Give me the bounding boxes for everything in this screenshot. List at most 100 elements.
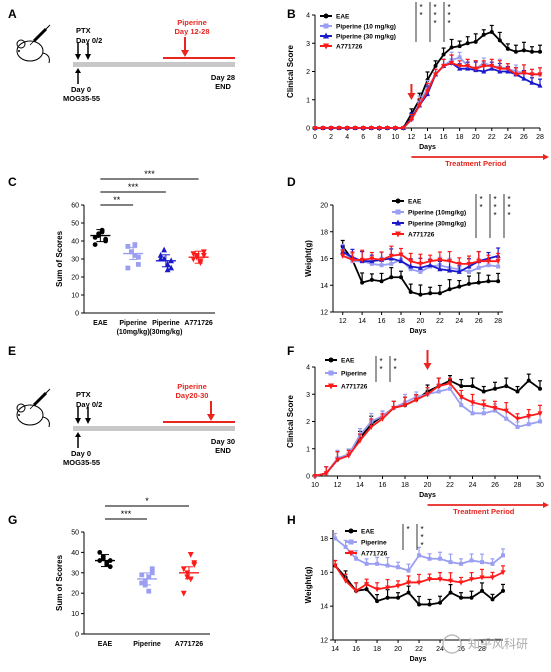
data-point <box>100 556 106 561</box>
data-point <box>369 256 375 262</box>
data-point <box>495 259 501 265</box>
legend-label: Piperine <box>341 371 367 378</box>
ptx-arrow-head <box>75 418 81 424</box>
data-point <box>505 46 510 51</box>
x-tick-label: 2 <box>329 134 333 141</box>
legend-label: EAE <box>341 358 355 365</box>
data-point <box>161 246 168 253</box>
y-tick-label: 4 <box>306 13 310 20</box>
legend-label: A771726 <box>336 44 363 51</box>
syringe-barrel <box>32 27 48 43</box>
y-tick-label: 14 <box>320 604 328 611</box>
legend-marker <box>328 357 334 363</box>
data-point <box>417 264 423 270</box>
data-point <box>343 578 349 584</box>
category-label: EAE <box>93 320 108 327</box>
data-point <box>476 265 481 270</box>
data-point <box>481 389 486 394</box>
x-tick-label: 18 <box>456 134 464 141</box>
chart-D: 12 14 16 18 20 12 14 16 18 20 22 24 26 28 Days Weight(g… <box>304 194 511 335</box>
legend-marker <box>348 550 354 557</box>
data-point <box>180 590 187 597</box>
data-point <box>489 63 495 69</box>
legend-marker <box>323 32 329 39</box>
x-axis-label: Days <box>410 328 427 335</box>
data-point <box>456 261 462 267</box>
data-point <box>343 544 348 549</box>
significance-star: * <box>479 195 482 204</box>
data-point <box>537 82 543 88</box>
data-point <box>490 597 495 602</box>
x-tick-label: 22 <box>488 134 496 141</box>
data-point <box>364 587 369 592</box>
data-point <box>459 403 464 408</box>
data-point <box>447 381 453 387</box>
significance-star: * <box>447 3 450 12</box>
data-point <box>481 411 486 416</box>
data-point <box>521 70 527 76</box>
legend: EAE Piperine A771726 <box>345 528 388 558</box>
x-tick-label: 10 <box>311 482 319 489</box>
data-point <box>392 126 398 131</box>
legend-label: Piperine <box>361 540 387 547</box>
category-label: (10mg/kg) <box>117 329 150 336</box>
syringe-plunger <box>45 24 51 30</box>
data-point <box>521 75 527 81</box>
x-tick-label: 28 <box>478 646 486 653</box>
data-point <box>521 48 526 53</box>
significance-star: * <box>493 195 496 204</box>
data-point <box>469 558 474 563</box>
mouse-eye <box>18 50 20 52</box>
treatment-start-arrow-head <box>423 363 432 370</box>
y-tick-label: 3 <box>306 392 310 399</box>
significance-markers: **** <box>402 524 424 550</box>
y-tick-label: 2 <box>306 419 310 426</box>
y-tick-label: 50 <box>71 221 79 228</box>
y-tick-label: 16 <box>320 256 328 263</box>
x-tick-label: 20 <box>472 134 480 141</box>
data-point <box>139 572 145 578</box>
x-tick-label: 26 <box>457 646 465 653</box>
data-point <box>191 560 198 566</box>
data-point <box>437 577 443 583</box>
group-0 <box>90 227 111 248</box>
watermark-logo: 知乎风科研 <box>442 634 528 654</box>
treatment-period-label: Treatment Period <box>445 159 507 168</box>
legend-marker <box>348 539 354 545</box>
treatment-name: Piperine <box>177 18 207 27</box>
data-point <box>389 275 394 280</box>
timeline-bar <box>73 62 235 67</box>
significance-star: * <box>433 19 436 28</box>
data-point <box>433 63 438 68</box>
significance-star: * <box>507 211 510 220</box>
x-tick-label: 14 <box>331 646 339 653</box>
data-point <box>538 419 542 424</box>
x-tick-label: 22 <box>415 646 423 653</box>
legend-marker <box>328 370 334 376</box>
data-point <box>470 400 475 406</box>
group-2 <box>179 552 199 597</box>
data-point <box>526 422 531 427</box>
data-point <box>469 595 474 600</box>
data-point <box>190 256 197 263</box>
data-point <box>384 126 390 131</box>
data-point <box>448 578 454 584</box>
panel-label-F: F <box>287 344 294 358</box>
data-point <box>332 563 338 569</box>
data-point <box>497 38 502 43</box>
significance-star: * <box>420 533 423 542</box>
data-point <box>132 242 138 247</box>
data-point <box>513 72 519 78</box>
legend-label: Piperine (30 mg/kg) <box>336 34 396 41</box>
y-tick-label: 60 <box>71 203 79 210</box>
x-tick-label: 16 <box>378 318 386 325</box>
legend-marker <box>348 528 354 534</box>
significance-star: * <box>433 11 436 20</box>
data-point <box>469 577 475 583</box>
data-point <box>200 253 207 259</box>
data-point <box>380 416 385 422</box>
x-tick-label: 20 <box>394 646 402 653</box>
data-point <box>388 253 394 259</box>
series-2 <box>312 377 543 479</box>
